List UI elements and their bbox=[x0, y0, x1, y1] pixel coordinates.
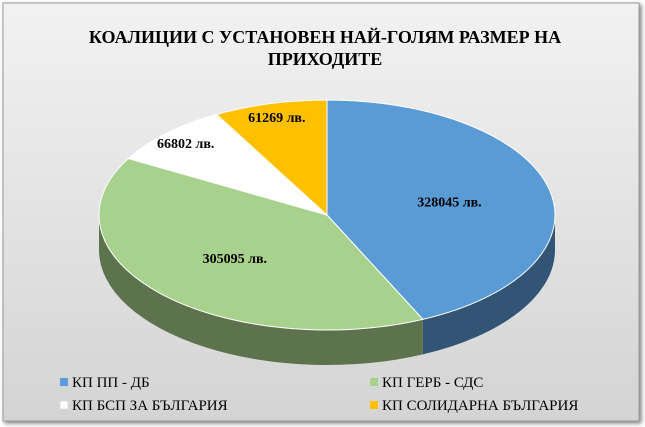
chart-title: КОАЛИЦИИ С УСТАНОВЕН НАЙ-ГОЛЯМ РАЗМЕР НА… bbox=[88, 27, 562, 69]
legend-label: КП ГЕРБ - СДС bbox=[382, 375, 483, 391]
pie-slice bbox=[127, 113, 328, 216]
legend-marker bbox=[370, 401, 378, 409]
legend: КП ПП - ДБ КП ГЕРБ - СДС КП БСП ЗА БЪЛГАРИ… bbox=[59, 375, 578, 414]
data-label: 66802 лв. bbox=[157, 137, 214, 152]
legend-marker bbox=[370, 378, 378, 386]
data-label: 328045 лв. bbox=[417, 195, 481, 210]
data-label: 305095 лв. bbox=[203, 252, 267, 267]
data-label: 61269 лв. bbox=[248, 111, 305, 126]
legend-marker bbox=[60, 378, 68, 386]
slice-side bbox=[422, 215, 555, 355]
legend-label: КП БСП ЗА БЪЛГАРИЯ bbox=[72, 398, 228, 414]
slice-side bbox=[99, 215, 423, 365]
pie-slice bbox=[326, 99, 556, 320]
legend-marker bbox=[59, 400, 69, 410]
pie: 328045 лв. 305095 лв. 66802 лв. 61269 лв. bbox=[98, 99, 556, 365]
pie-slice bbox=[215, 99, 328, 217]
legend-label: КП ПП - ДБ bbox=[72, 375, 150, 391]
legend-label: КП СОЛИДАРНА БЪЛГАРИЯ bbox=[382, 398, 578, 414]
pie-slice bbox=[98, 157, 424, 331]
